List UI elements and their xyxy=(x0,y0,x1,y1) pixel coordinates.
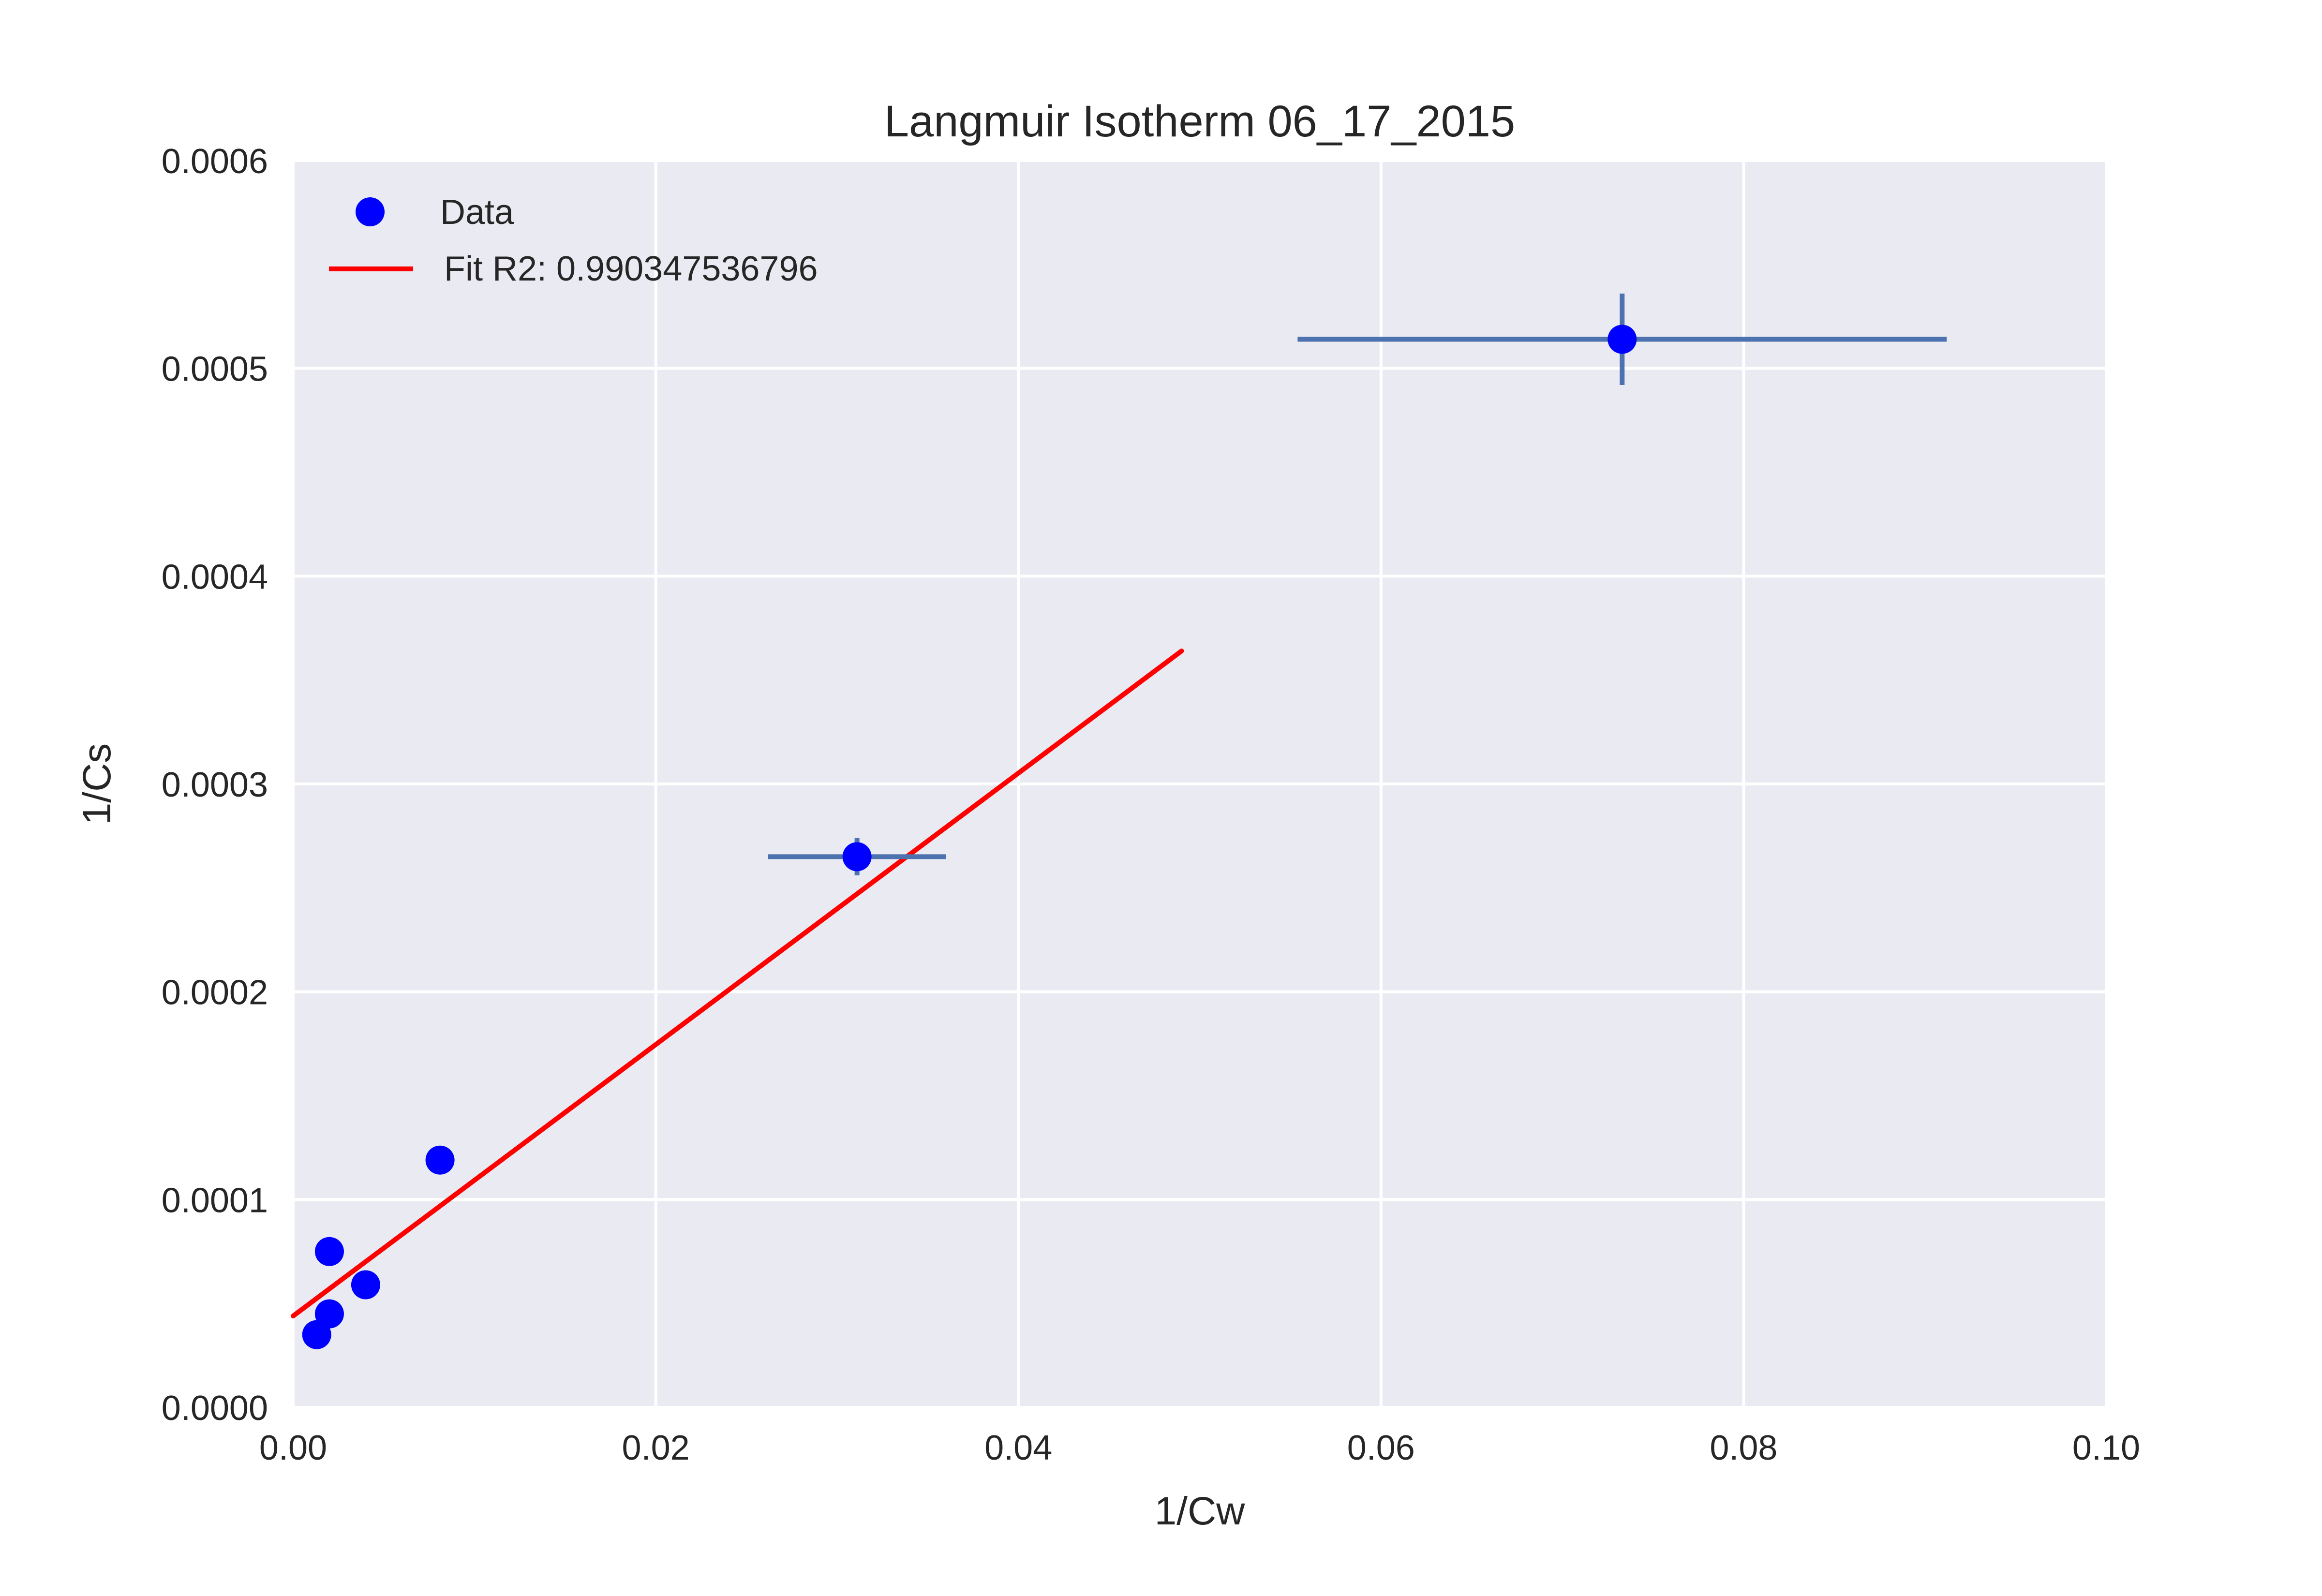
tick-labels: 0.00 0.02 0.04 0.06 0.08 0.10 0.0000 0.0001 0.00… xyxy=(162,142,2140,1467)
x-axis-label: 1/Cw xyxy=(1155,1489,1246,1533)
legend-data-marker xyxy=(356,197,385,226)
x-tick-label: 0.08 xyxy=(1710,1429,1777,1467)
y-tick-label: 0.0006 xyxy=(162,142,268,181)
fit-line-layer xyxy=(291,649,1184,1318)
data-point xyxy=(425,1145,455,1175)
y-axis-label: 1/Cs xyxy=(75,743,119,825)
x-tick-label: 0.10 xyxy=(2072,1429,2140,1467)
legend-fit-label: Fit R2: 0.990347536796 xyxy=(444,250,818,288)
data-point xyxy=(302,1320,331,1349)
data-points xyxy=(302,325,1637,1349)
legend-data-label: Data xyxy=(440,193,514,232)
y-tick-label: 0.0002 xyxy=(162,974,268,1012)
x-tick-label: 0.04 xyxy=(984,1429,1052,1467)
grid-lines xyxy=(292,159,2108,1409)
x-tick-label: 0.02 xyxy=(622,1429,690,1467)
y-tick-label: 0.0004 xyxy=(162,558,268,596)
y-tick-label: 0.0001 xyxy=(162,1181,268,1220)
data-point xyxy=(1608,325,1637,354)
x-tick-label: 0.00 xyxy=(259,1429,327,1467)
y-tick-label: 0.0000 xyxy=(162,1389,268,1428)
legend: Data Fit R2: 0.990347536796 xyxy=(329,193,818,288)
data-point xyxy=(842,842,872,872)
data-point xyxy=(351,1270,380,1300)
y-tick-label: 0.0003 xyxy=(162,766,268,804)
y-tick-label: 0.0005 xyxy=(162,350,268,389)
chart-title: Langmuir Isotherm 06_17_2015 xyxy=(884,97,1515,146)
data-point xyxy=(314,1237,344,1266)
fit-line xyxy=(291,649,1184,1318)
x-tick-label: 0.06 xyxy=(1347,1429,1415,1467)
data-point xyxy=(314,1299,344,1329)
